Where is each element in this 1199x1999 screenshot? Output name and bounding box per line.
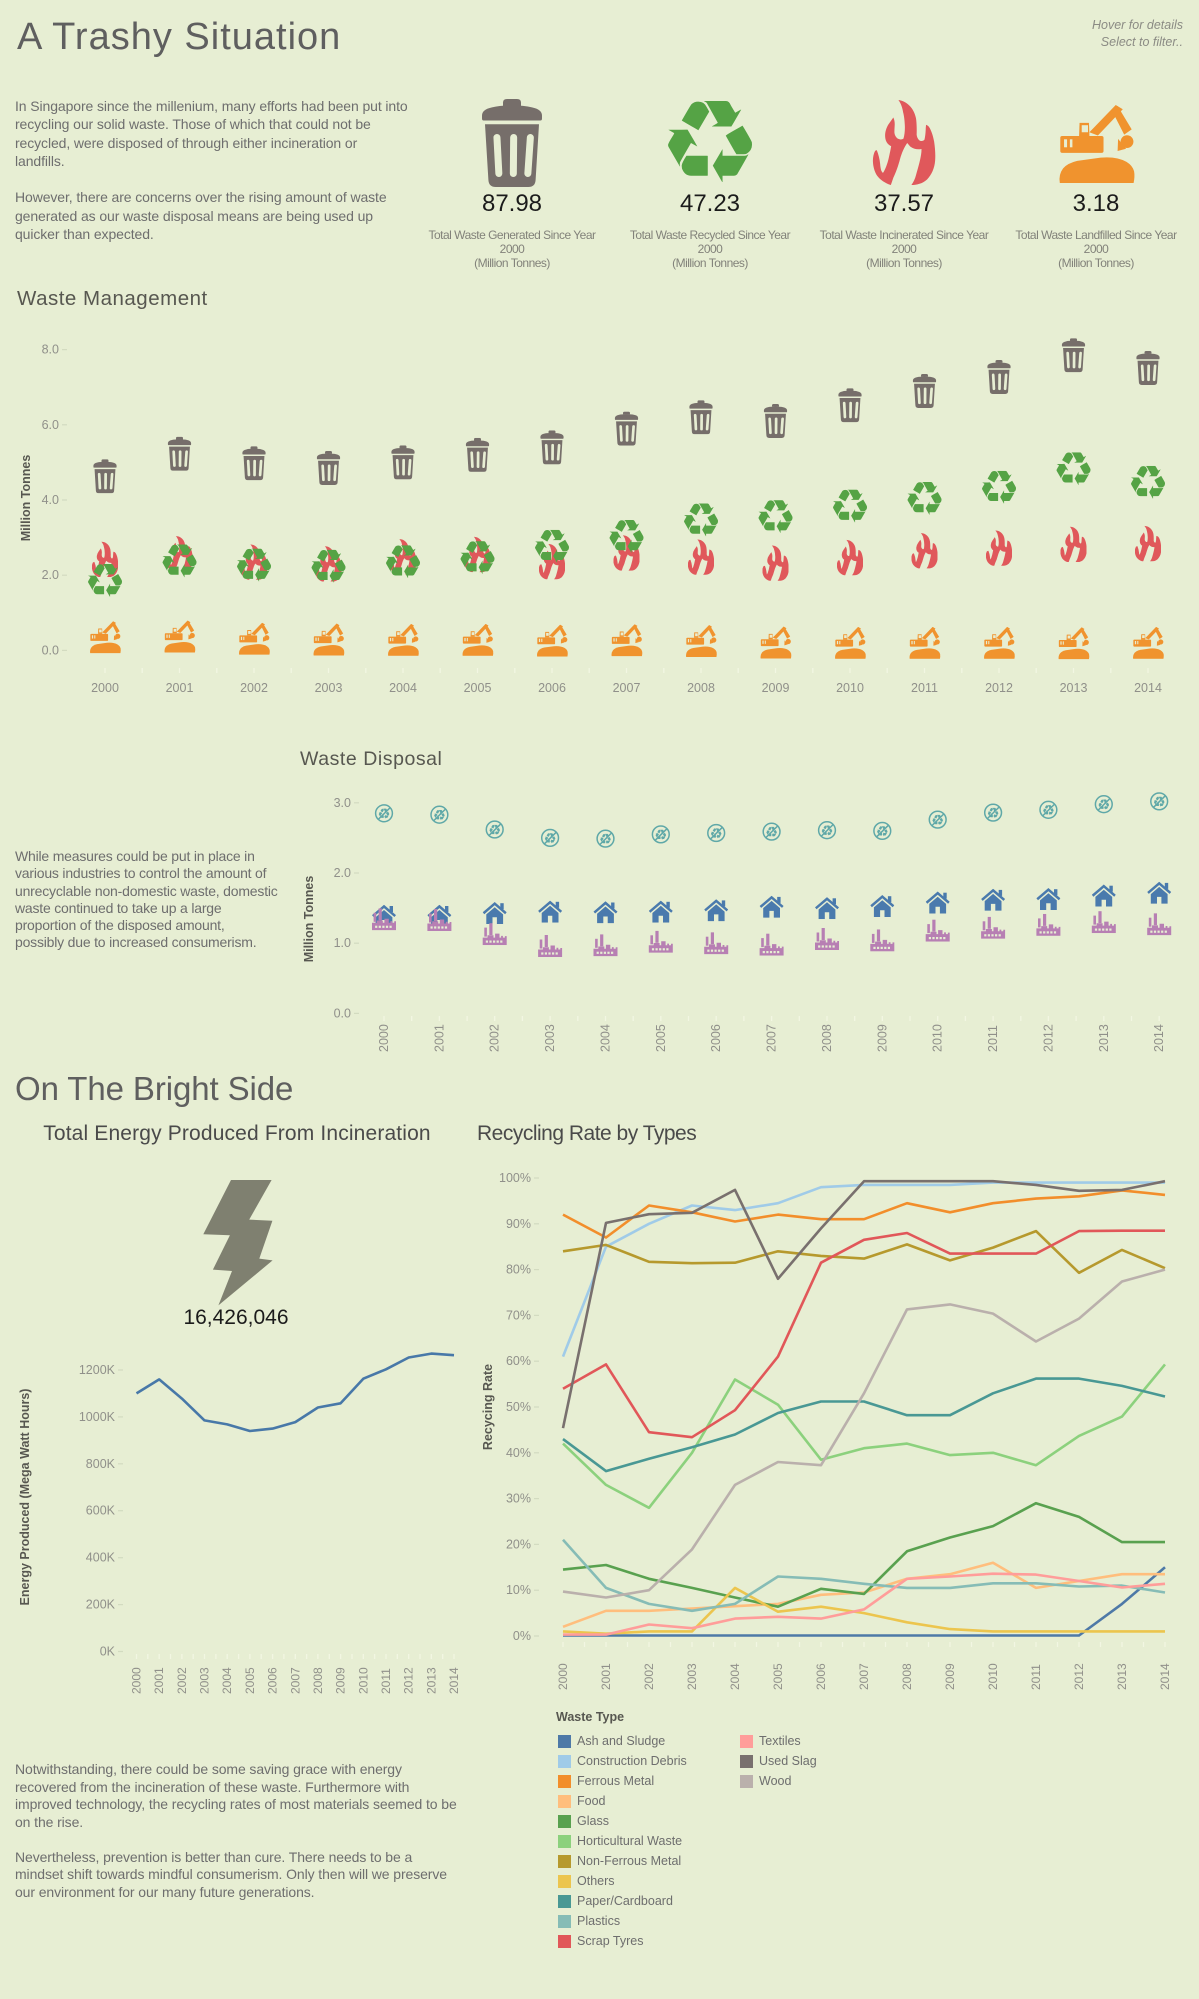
svg-text:2004: 2004 — [728, 1663, 742, 1690]
svg-text:2010: 2010 — [931, 1024, 945, 1052]
svg-text:2002: 2002 — [240, 681, 268, 695]
svg-text:90%: 90% — [506, 1217, 531, 1231]
svg-text:2004: 2004 — [220, 1667, 234, 1694]
svg-text:2011: 2011 — [986, 1025, 1000, 1052]
svg-text:2011: 2011 — [1029, 1664, 1043, 1690]
svg-text:Million Tonnes: Million Tonnes — [19, 455, 33, 542]
svg-text:100%: 100% — [499, 1171, 531, 1185]
svg-text:2009: 2009 — [875, 1024, 889, 1052]
svg-text:200K: 200K — [86, 1598, 116, 1612]
svg-text:2004: 2004 — [599, 1024, 613, 1052]
svg-text:10%: 10% — [506, 1583, 531, 1597]
svg-text:800K: 800K — [86, 1457, 116, 1471]
svg-text:2002: 2002 — [488, 1024, 502, 1052]
svg-text:1000K: 1000K — [79, 1410, 116, 1424]
svg-text:2007: 2007 — [288, 1667, 302, 1694]
svg-text:2012: 2012 — [402, 1667, 416, 1694]
svg-text:2008: 2008 — [900, 1663, 914, 1690]
svg-text:2005: 2005 — [771, 1663, 785, 1690]
svg-text:2006: 2006 — [538, 681, 566, 695]
svg-text:40%: 40% — [506, 1446, 531, 1460]
svg-text:2006: 2006 — [709, 1024, 723, 1052]
svg-text:50%: 50% — [506, 1400, 531, 1414]
svg-text:2010: 2010 — [836, 681, 864, 695]
svg-text:2006: 2006 — [814, 1663, 828, 1690]
svg-text:3.0: 3.0 — [334, 796, 351, 810]
svg-text:2008: 2008 — [820, 1024, 834, 1052]
svg-text:2014: 2014 — [1158, 1663, 1172, 1690]
svg-text:2009: 2009 — [334, 1667, 348, 1694]
svg-text:2000: 2000 — [556, 1663, 570, 1690]
svg-text:2005: 2005 — [464, 681, 492, 695]
svg-text:2007: 2007 — [857, 1663, 871, 1690]
svg-text:2002: 2002 — [175, 1667, 189, 1694]
svg-text:2014: 2014 — [1152, 1024, 1166, 1052]
svg-text:2001: 2001 — [152, 1667, 166, 1694]
svg-text:2001: 2001 — [599, 1663, 613, 1690]
svg-text:2004: 2004 — [389, 681, 417, 695]
svg-text:30%: 30% — [506, 1492, 531, 1506]
svg-text:4.0: 4.0 — [42, 493, 59, 507]
svg-text:2001: 2001 — [432, 1024, 446, 1052]
svg-text:2002: 2002 — [642, 1663, 656, 1690]
svg-text:8.0: 8.0 — [42, 343, 59, 357]
svg-text:2003: 2003 — [685, 1663, 699, 1690]
svg-text:0.0: 0.0 — [334, 1006, 351, 1020]
svg-text:Energy Produced (Mega Watt Hou: Energy Produced (Mega Watt Hours) — [18, 1389, 32, 1606]
svg-text:2007: 2007 — [765, 1024, 779, 1052]
svg-text:80%: 80% — [506, 1263, 531, 1277]
svg-text:2005: 2005 — [243, 1667, 257, 1694]
svg-text:600K: 600K — [86, 1504, 116, 1518]
svg-text:2013: 2013 — [1097, 1024, 1111, 1052]
svg-text:2005: 2005 — [654, 1024, 668, 1052]
svg-text:2012: 2012 — [1072, 1663, 1086, 1690]
svg-text:2013: 2013 — [424, 1667, 438, 1694]
svg-text:Million Tonnes: Million Tonnes — [302, 876, 316, 963]
svg-text:60%: 60% — [506, 1354, 531, 1368]
svg-text:0.0: 0.0 — [42, 643, 59, 657]
svg-text:2009: 2009 — [943, 1663, 957, 1690]
svg-text:1200K: 1200K — [79, 1363, 116, 1377]
svg-text:2003: 2003 — [543, 1024, 557, 1052]
svg-text:2014: 2014 — [1134, 681, 1162, 695]
svg-text:2000: 2000 — [91, 681, 119, 695]
svg-text:1.0: 1.0 — [334, 936, 351, 950]
svg-text:2000: 2000 — [130, 1667, 144, 1694]
svg-text:2007: 2007 — [613, 681, 641, 695]
svg-text:2006: 2006 — [266, 1667, 280, 1694]
svg-text:2000: 2000 — [377, 1024, 391, 1052]
svg-text:2011: 2011 — [911, 681, 938, 695]
svg-text:6.0: 6.0 — [42, 418, 59, 432]
svg-text:2012: 2012 — [985, 681, 1013, 695]
svg-text:2010: 2010 — [356, 1667, 370, 1694]
svg-text:0%: 0% — [513, 1629, 531, 1643]
svg-text:2011: 2011 — [379, 1668, 393, 1694]
svg-text:2014: 2014 — [447, 1667, 461, 1694]
svg-text:2003: 2003 — [198, 1667, 212, 1694]
svg-text:20%: 20% — [506, 1537, 531, 1551]
svg-text:2012: 2012 — [1041, 1024, 1055, 1052]
svg-text:2001: 2001 — [166, 681, 194, 695]
svg-text:0K: 0K — [100, 1645, 116, 1659]
svg-text:70%: 70% — [506, 1308, 531, 1322]
svg-text:2008: 2008 — [311, 1667, 325, 1694]
svg-text:2003: 2003 — [315, 681, 343, 695]
svg-text:2.0: 2.0 — [42, 568, 59, 582]
svg-text:2.0: 2.0 — [334, 866, 351, 880]
svg-text:2013: 2013 — [1060, 681, 1088, 695]
svg-text:400K: 400K — [86, 1551, 116, 1565]
svg-text:2009: 2009 — [762, 681, 790, 695]
svg-text:Recycing Rate: Recycing Rate — [481, 1364, 495, 1450]
svg-text:2013: 2013 — [1115, 1663, 1129, 1690]
svg-text:2008: 2008 — [687, 681, 715, 695]
svg-text:2010: 2010 — [986, 1663, 1000, 1690]
